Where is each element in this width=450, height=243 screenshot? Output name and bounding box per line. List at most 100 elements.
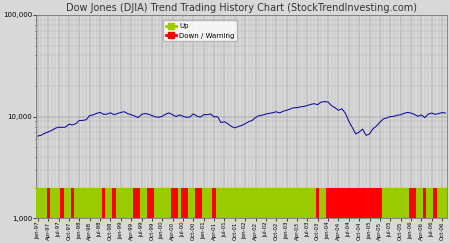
Bar: [320, 188, 323, 218]
Bar: [133, 188, 136, 218]
Bar: [178, 188, 181, 218]
Bar: [174, 188, 178, 218]
Bar: [167, 188, 171, 218]
Bar: [316, 188, 320, 218]
Bar: [347, 188, 351, 218]
Bar: [102, 188, 105, 218]
Bar: [157, 188, 161, 218]
Bar: [230, 188, 233, 218]
Bar: [357, 188, 361, 218]
Bar: [433, 188, 437, 218]
Bar: [57, 188, 60, 218]
Bar: [399, 188, 402, 218]
Bar: [385, 188, 388, 218]
Bar: [306, 188, 309, 218]
Bar: [368, 188, 371, 218]
Bar: [68, 188, 71, 218]
Bar: [281, 188, 285, 218]
Bar: [416, 188, 419, 218]
Bar: [40, 188, 43, 218]
Bar: [323, 188, 326, 218]
Bar: [437, 188, 440, 218]
Bar: [333, 188, 337, 218]
Bar: [413, 188, 416, 218]
Bar: [78, 188, 81, 218]
Bar: [181, 188, 184, 218]
Bar: [64, 188, 68, 218]
Bar: [209, 188, 212, 218]
Bar: [388, 188, 392, 218]
Bar: [195, 188, 198, 218]
Bar: [143, 188, 147, 218]
Bar: [243, 188, 247, 218]
Bar: [112, 188, 116, 218]
Bar: [330, 188, 333, 218]
Bar: [198, 188, 202, 218]
Bar: [427, 188, 430, 218]
Bar: [268, 188, 271, 218]
Bar: [147, 188, 150, 218]
Bar: [378, 188, 382, 218]
Bar: [130, 188, 133, 218]
Bar: [122, 188, 126, 218]
Bar: [60, 188, 64, 218]
Bar: [409, 188, 413, 218]
Bar: [257, 188, 261, 218]
Bar: [99, 188, 102, 218]
Bar: [223, 188, 226, 218]
Bar: [292, 188, 295, 218]
Bar: [261, 188, 264, 218]
Bar: [288, 188, 292, 218]
Bar: [161, 188, 164, 218]
Bar: [440, 188, 444, 218]
Bar: [302, 188, 306, 218]
Bar: [430, 188, 433, 218]
Bar: [254, 188, 257, 218]
Bar: [271, 188, 274, 218]
Bar: [150, 188, 153, 218]
Bar: [119, 188, 122, 218]
Bar: [247, 188, 250, 218]
Bar: [419, 188, 423, 218]
Bar: [423, 188, 427, 218]
Bar: [299, 188, 302, 218]
Bar: [192, 188, 195, 218]
Bar: [361, 188, 365, 218]
Bar: [237, 188, 240, 218]
Bar: [344, 188, 347, 218]
Bar: [36, 188, 40, 218]
Bar: [43, 188, 46, 218]
Bar: [85, 188, 88, 218]
Bar: [278, 188, 281, 218]
Bar: [402, 188, 406, 218]
Bar: [105, 188, 109, 218]
Bar: [392, 188, 396, 218]
Bar: [164, 188, 167, 218]
Bar: [212, 188, 216, 218]
Bar: [351, 188, 354, 218]
Bar: [81, 188, 85, 218]
Bar: [326, 188, 330, 218]
Bar: [340, 188, 344, 218]
Bar: [337, 188, 340, 218]
Bar: [206, 188, 209, 218]
Bar: [219, 188, 223, 218]
Bar: [126, 188, 130, 218]
Bar: [354, 188, 357, 218]
Bar: [444, 188, 447, 218]
Bar: [74, 188, 78, 218]
Bar: [240, 188, 243, 218]
Bar: [95, 188, 99, 218]
Bar: [309, 188, 312, 218]
Bar: [382, 188, 385, 218]
Bar: [364, 188, 368, 218]
Bar: [188, 188, 192, 218]
Bar: [250, 188, 254, 218]
Bar: [216, 188, 219, 218]
Legend: Up, Down / Warning: Up, Down / Warning: [163, 20, 237, 42]
Bar: [54, 188, 57, 218]
Bar: [371, 188, 375, 218]
Bar: [91, 188, 95, 218]
Bar: [153, 188, 157, 218]
Bar: [264, 188, 268, 218]
